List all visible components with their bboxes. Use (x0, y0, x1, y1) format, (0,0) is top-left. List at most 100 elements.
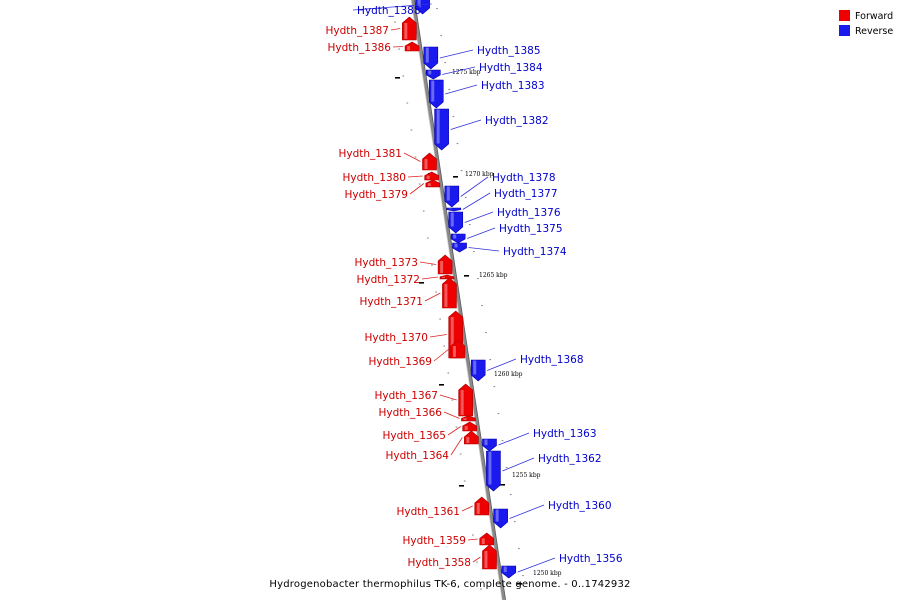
gene-arrow[interactable] (464, 430, 479, 445)
gene-arrow[interactable] (486, 450, 501, 492)
gene-arrow[interactable] (415, 0, 430, 15)
gene-arrow[interactable] (482, 544, 497, 570)
gene-label[interactable]: Hydth_1366 (378, 407, 442, 419)
gene-arrow[interactable] (428, 79, 444, 109)
gene-hydth-1363[interactable]: Hydth_1363 (482, 428, 597, 452)
gene-arrow[interactable] (402, 16, 417, 41)
gene-hydth-1374[interactable]: Hydth_1374 (452, 242, 567, 258)
gene-label[interactable]: Hydth_1364 (385, 450, 449, 462)
gene-hydth-1358[interactable]: Hydth_1358 (407, 544, 497, 570)
gene-label[interactable]: Hydth_1367 (374, 390, 438, 402)
gene-hydth-1378[interactable]: Hydth_1378 (444, 172, 556, 208)
gene-arrow[interactable] (462, 421, 477, 432)
gene-label[interactable]: Hydth_1371 (359, 296, 423, 308)
gene-arrow[interactable] (458, 383, 473, 417)
gene-hydth-1368[interactable]: Hydth_1368 (470, 354, 584, 382)
gene-label[interactable]: Hydth_1374 (503, 246, 567, 258)
gene-label[interactable]: Hydth_1358 (407, 557, 471, 569)
gene-arrow[interactable] (422, 152, 437, 171)
gene-label[interactable]: Hydth_1375 (499, 223, 563, 235)
gene-label[interactable]: Hydth_1378 (492, 172, 556, 184)
gene-hydth-1364[interactable]: Hydth_1364 (385, 430, 479, 462)
gene-label[interactable]: Hydth_1379 (344, 189, 408, 201)
gene-shine (427, 183, 431, 186)
gene-label[interactable]: Hydth_1363 (533, 428, 597, 440)
gene-arrow[interactable] (424, 171, 439, 181)
leader-line (447, 426, 461, 436)
gene-hydth-1383[interactable]: Hydth_1383 (428, 79, 545, 109)
gene-arrow[interactable] (493, 508, 508, 529)
gene-arrow[interactable] (444, 185, 460, 208)
gene-label[interactable]: Hydth_1360 (548, 500, 612, 512)
gene-hydth-1369[interactable]: Hydth_1369 (368, 339, 466, 368)
gene-arrow[interactable] (474, 496, 490, 516)
gene-hydth-1380[interactable]: Hydth_1380 (342, 171, 439, 184)
gene-hydth-1381[interactable]: Hydth_1381 (338, 148, 437, 171)
gene-label[interactable]: Hydth_1372 (356, 274, 420, 286)
gene-hydth-1359[interactable]: Hydth_1359 (402, 532, 495, 547)
gene-label[interactable]: Hydth_1384 (479, 62, 543, 74)
gene-arrow[interactable] (482, 438, 497, 452)
minor-tick (493, 386, 496, 388)
gene-label[interactable]: Hydth_1386 (327, 42, 391, 54)
gene-label[interactable]: Hydth_1387 (325, 25, 389, 37)
gene-arrow[interactable] (446, 207, 462, 212)
gene-hydth-1372[interactable]: Hydth_1372 (356, 274, 455, 286)
gene-hydth-1356[interactable]: Hydth_1356 (501, 553, 623, 579)
gene-arrow[interactable] (425, 69, 441, 80)
gene-arrow[interactable] (425, 179, 441, 188)
gene-label[interactable]: Hydth_1370 (364, 332, 428, 344)
leader-line (433, 348, 450, 362)
gene-label[interactable]: Hydth_1361 (396, 506, 460, 518)
gene-label[interactable]: Hydth_1369 (368, 356, 432, 368)
gene-hydth-1361[interactable]: Hydth_1361 (396, 496, 490, 518)
gene-label[interactable]: Hydth_1385 (477, 45, 541, 57)
gene-hydth-1375[interactable]: Hydth_1375 (450, 223, 563, 244)
gene-arrow[interactable] (470, 359, 486, 382)
gene-arrow[interactable] (452, 242, 467, 253)
gene-hydth-1366[interactable]: Hydth_1366 (378, 407, 476, 422)
gene-label[interactable]: Hydth_1388 (357, 5, 421, 17)
gene-label[interactable]: Hydth_1382 (485, 115, 549, 127)
gene-arrow[interactable] (450, 339, 466, 359)
gene-arrow[interactable] (442, 277, 457, 309)
gene-hydth-1365[interactable]: Hydth_1365 (382, 421, 477, 442)
gene-label[interactable]: Hydth_1359 (402, 535, 466, 547)
gene-label[interactable]: Hydth_1356 (559, 553, 623, 565)
gene-arrow[interactable] (448, 211, 464, 234)
gene-hydth-1379[interactable]: Hydth_1379 (344, 179, 441, 201)
gene-hydth-1360[interactable]: Hydth_1360 (493, 500, 612, 529)
gene-label[interactable]: Hydth_1362 (538, 453, 602, 465)
gene-label[interactable]: Hydth_1377 (494, 188, 558, 200)
gene-arrow[interactable] (461, 415, 476, 422)
gene-hydth-1386[interactable]: Hydth_1386 (327, 41, 420, 54)
gene-arrow[interactable] (434, 108, 449, 151)
gene-hydth-1370[interactable]: Hydth_1370 (364, 310, 464, 359)
minor-tick (489, 359, 492, 361)
gene-hydth-1362[interactable]: Hydth_1362 (486, 450, 602, 492)
gene-label[interactable]: Hydth_1383 (481, 80, 545, 92)
gene-hydth-1382[interactable]: Hydth_1382 (434, 108, 549, 151)
gene-label[interactable]: Hydth_1381 (338, 148, 402, 160)
gene-label[interactable]: Hydth_1365 (382, 430, 446, 442)
gene-arrow[interactable] (450, 233, 466, 244)
gene-label[interactable]: Hydth_1373 (354, 257, 418, 269)
gene-hydth-1377[interactable]: Hydth_1377 (446, 188, 558, 212)
gene-arrow[interactable] (479, 532, 495, 546)
gene-arrow[interactable] (437, 254, 453, 275)
gene-hydth-1367[interactable]: Hydth_1367 (374, 383, 473, 417)
gene-arrow[interactable] (423, 46, 439, 70)
gene-hydth-1371[interactable]: Hydth_1371 (359, 277, 457, 309)
gene-hydth-1387[interactable]: Hydth_1387 (325, 16, 417, 41)
gene-hydth-1388[interactable]: Hydth_1388 (352, 0, 432, 17)
gene-hydth-1373[interactable]: Hydth_1373 (354, 254, 453, 275)
gene-label[interactable]: Hydth_1376 (497, 207, 561, 219)
gene-hydth-1376[interactable]: Hydth_1376 (448, 207, 561, 234)
gene-label[interactable]: Hydth_1368 (520, 354, 584, 366)
gene-arrow[interactable] (404, 41, 420, 52)
gene-arrow[interactable] (439, 274, 455, 280)
gene-hydth-1385[interactable]: Hydth_1385 (423, 45, 541, 70)
gene-label[interactable]: Hydth_1380 (342, 172, 406, 184)
gene-arrow[interactable] (501, 565, 517, 579)
gene-hydth-1384[interactable]: Hydth_1384 (425, 62, 543, 80)
